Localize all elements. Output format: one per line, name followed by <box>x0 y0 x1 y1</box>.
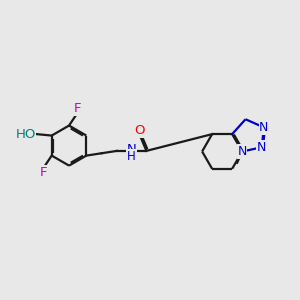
Text: N: N <box>127 143 136 156</box>
Text: H: H <box>127 150 136 163</box>
Text: O: O <box>134 124 145 137</box>
Text: F: F <box>74 102 81 115</box>
Text: F: F <box>39 166 47 179</box>
Text: N: N <box>259 121 268 134</box>
Text: N: N <box>238 145 247 158</box>
Text: N: N <box>257 141 266 154</box>
Text: HO: HO <box>15 128 36 141</box>
